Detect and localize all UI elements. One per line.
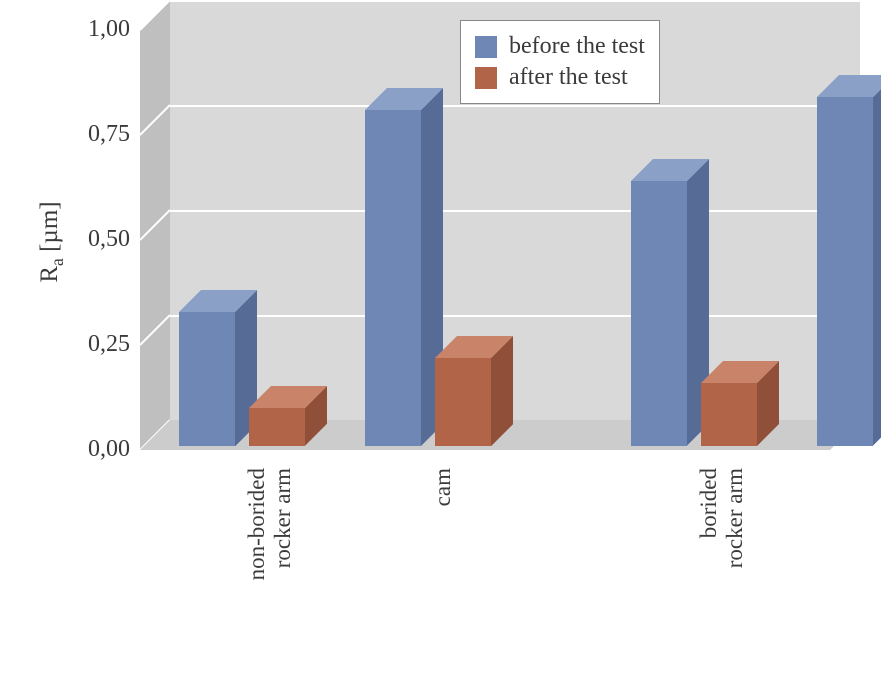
x-category-label: boridedrocker arm (696, 468, 749, 668)
legend: before the test after the test (460, 20, 660, 104)
bar (817, 97, 873, 446)
y-axis-title: Ra [µm] (36, 182, 68, 302)
gridline (170, 105, 860, 107)
gridline (170, 315, 860, 317)
y-tick-label: 0,00 (55, 436, 130, 463)
y-tick-label: 1,00 (55, 16, 130, 43)
legend-item: after the test (475, 64, 645, 91)
y-tick-label: 0,25 (55, 331, 130, 358)
gridline (170, 0, 860, 2)
legend-swatch (475, 36, 497, 58)
y-tick-label: 0,75 (55, 121, 130, 148)
bar (435, 358, 491, 446)
bar (631, 181, 687, 446)
x-category-label: cam (430, 468, 456, 668)
legend-swatch (475, 67, 497, 89)
plot-side-wall (140, 0, 170, 450)
gridline (170, 210, 860, 212)
bar (365, 110, 421, 446)
legend-label: after the test (509, 64, 628, 91)
bar (249, 408, 305, 446)
x-category-label: non-boridedrocker arm (244, 468, 297, 668)
bar (179, 312, 235, 446)
bar (701, 383, 757, 446)
legend-item: before the test (475, 33, 645, 60)
legend-label: before the test (509, 33, 645, 60)
